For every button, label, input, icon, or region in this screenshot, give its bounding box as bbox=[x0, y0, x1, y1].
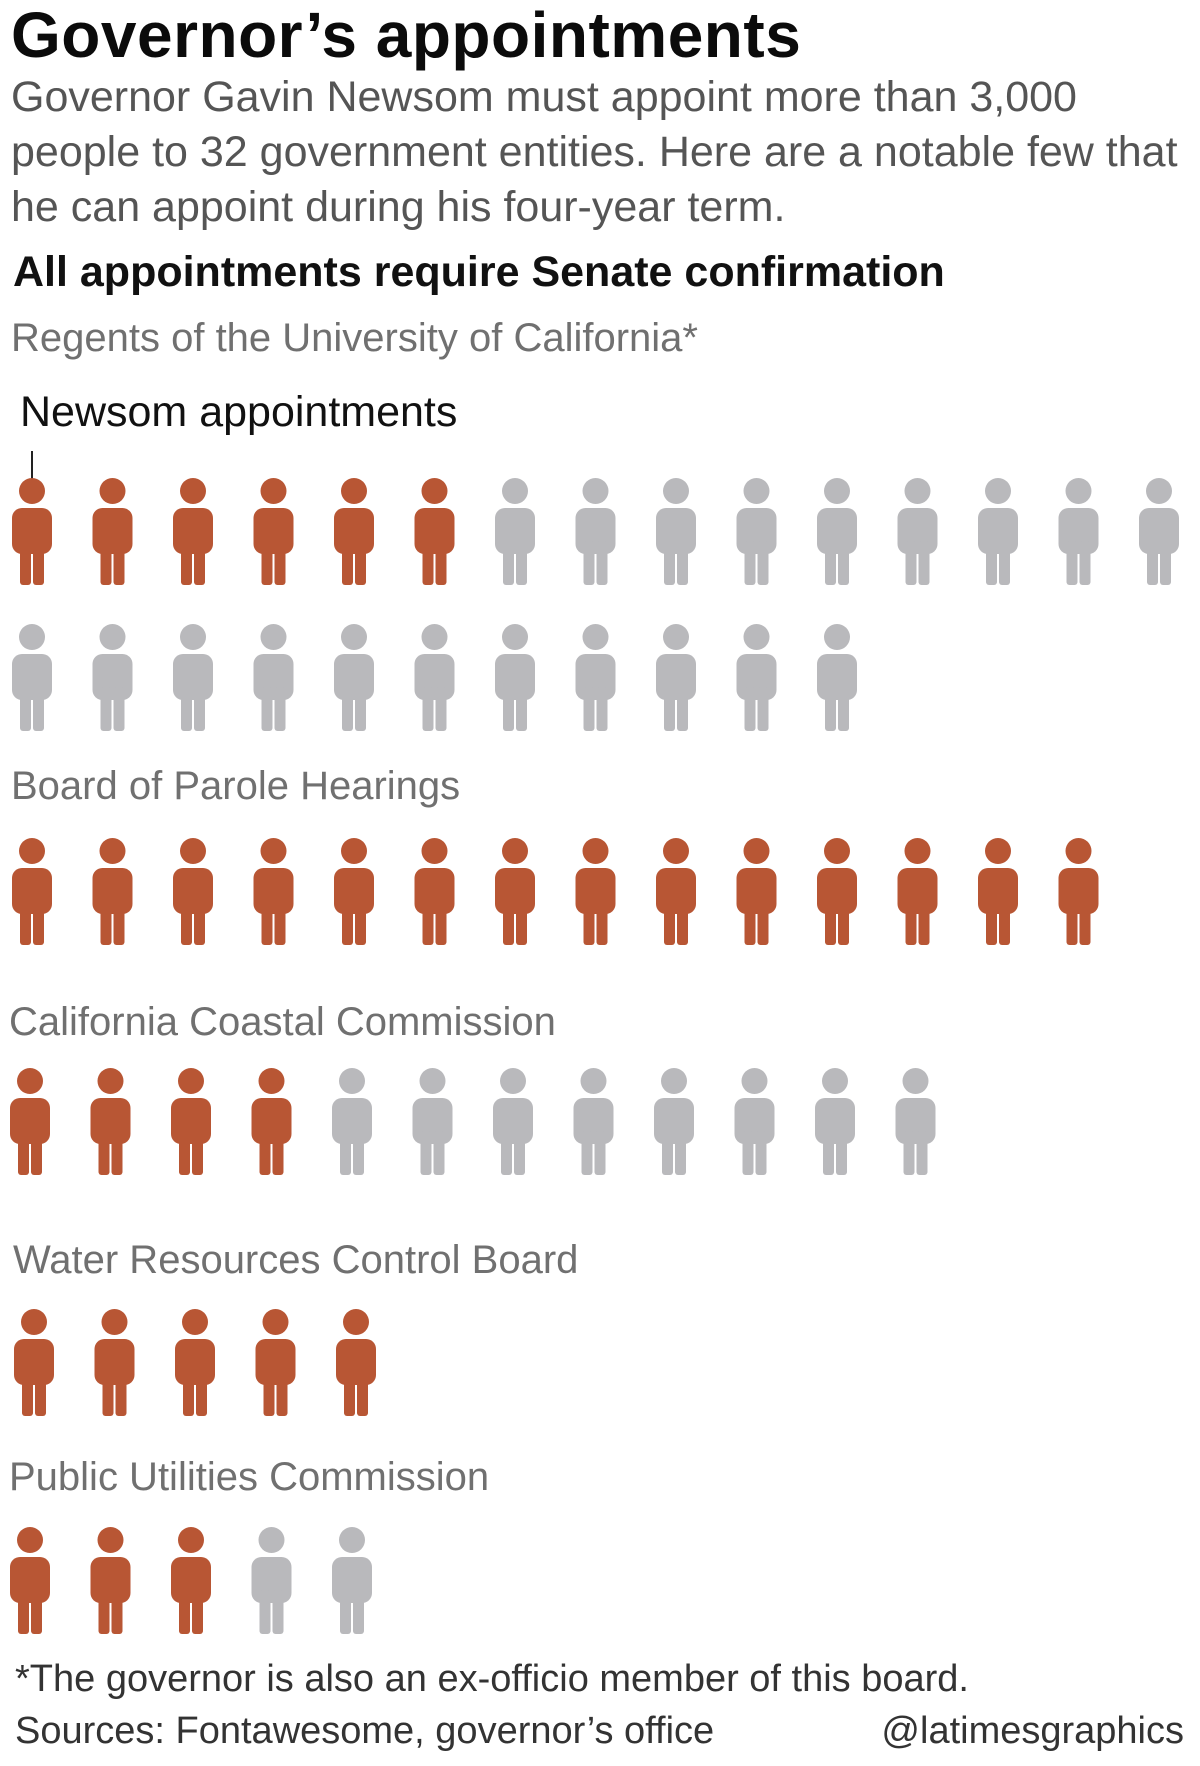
person-icon-newsom bbox=[92, 838, 133, 945]
person-icon-other bbox=[92, 624, 133, 731]
person-icon-newsom bbox=[171, 1068, 211, 1175]
person-icon-other bbox=[736, 478, 777, 585]
chart-title: Governor’s appointments bbox=[11, 0, 802, 71]
person-icon-other bbox=[251, 1527, 292, 1634]
person-icon-newsom bbox=[90, 1068, 131, 1175]
annotation-leader-line bbox=[31, 451, 33, 481]
group-title-water: Water Resources Control Board bbox=[13, 1238, 579, 1282]
person-icon-other bbox=[575, 624, 616, 731]
person-icon-newsom bbox=[94, 1309, 135, 1416]
person-icon-newsom bbox=[10, 1527, 50, 1634]
person-icon-newsom bbox=[978, 838, 1018, 945]
person-icon-newsom bbox=[253, 478, 294, 585]
person-icon-other bbox=[332, 1068, 372, 1175]
group-title-regents: Regents of the University of California* bbox=[11, 316, 698, 360]
person-icon-other bbox=[332, 1527, 372, 1634]
person-icon-other bbox=[734, 1068, 775, 1175]
person-icon-newsom bbox=[92, 478, 133, 585]
person-icon-newsom bbox=[334, 478, 374, 585]
person-icon-newsom bbox=[414, 478, 455, 585]
person-icon-newsom bbox=[171, 1527, 211, 1634]
person-icon-newsom bbox=[10, 1068, 50, 1175]
person-icon-newsom bbox=[1058, 838, 1099, 945]
person-icon-other bbox=[414, 624, 455, 731]
section-heading: All appointments require Senate confirma… bbox=[13, 248, 945, 296]
sources-line: Sources: Fontawesome, governor’s office bbox=[15, 1710, 715, 1752]
person-icon-other bbox=[334, 624, 374, 731]
credit-line: @latimesgraphics bbox=[881, 1710, 1184, 1752]
person-icon-other bbox=[173, 624, 213, 731]
person-icon-other bbox=[12, 624, 52, 731]
person-icon-other bbox=[897, 478, 938, 585]
person-icon-newsom bbox=[12, 838, 52, 945]
person-icon-newsom bbox=[175, 1309, 215, 1416]
footnote: *The governor is also an ex-officio memb… bbox=[15, 1658, 969, 1700]
group-title-coastal: California Coastal Commission bbox=[9, 1000, 556, 1044]
person-icon-newsom bbox=[414, 838, 455, 945]
person-icon-newsom bbox=[897, 838, 938, 945]
person-icon-other bbox=[1058, 478, 1099, 585]
person-icon-newsom bbox=[656, 838, 696, 945]
person-icon-other bbox=[253, 624, 294, 731]
person-icon-newsom bbox=[253, 838, 294, 945]
person-icon-newsom bbox=[12, 478, 52, 585]
person-icon-newsom bbox=[14, 1309, 54, 1416]
person-icon-other bbox=[736, 624, 777, 731]
chart-subtitle: Governor Gavin Newsom must appoint more … bbox=[11, 73, 1178, 231]
person-icon-newsom bbox=[495, 838, 535, 945]
person-icon-other bbox=[412, 1068, 453, 1175]
person-icon-other bbox=[817, 624, 857, 731]
group-title-utilities: Public Utilities Commission bbox=[9, 1455, 490, 1499]
person-icon-newsom bbox=[251, 1068, 292, 1175]
person-icon-other bbox=[656, 478, 696, 585]
person-icon-other bbox=[978, 478, 1018, 585]
person-icon-other bbox=[895, 1068, 936, 1175]
person-icon-newsom bbox=[817, 838, 857, 945]
person-icon-newsom bbox=[255, 1309, 296, 1416]
person-icon-newsom bbox=[90, 1527, 131, 1634]
person-icon-other bbox=[815, 1068, 855, 1175]
group-title-parole: Board of Parole Hearings bbox=[11, 764, 461, 808]
person-icon-other bbox=[495, 624, 535, 731]
person-icon-other bbox=[573, 1068, 614, 1175]
person-icon-newsom bbox=[336, 1309, 376, 1416]
person-icon-other bbox=[817, 478, 857, 585]
person-icon-other bbox=[654, 1068, 694, 1175]
person-icon-other bbox=[493, 1068, 533, 1175]
person-icon-other bbox=[656, 624, 696, 731]
person-icon-newsom bbox=[575, 838, 616, 945]
person-icon-other bbox=[1139, 478, 1179, 585]
person-icon-newsom bbox=[736, 838, 777, 945]
person-icon-newsom bbox=[173, 478, 213, 585]
person-icon-newsom bbox=[334, 838, 374, 945]
person-icon-other bbox=[495, 478, 535, 585]
person-icon-newsom bbox=[173, 838, 213, 945]
person-icon-other bbox=[575, 478, 616, 585]
newsom-appointments-annotation: Newsom appointments bbox=[20, 388, 458, 436]
